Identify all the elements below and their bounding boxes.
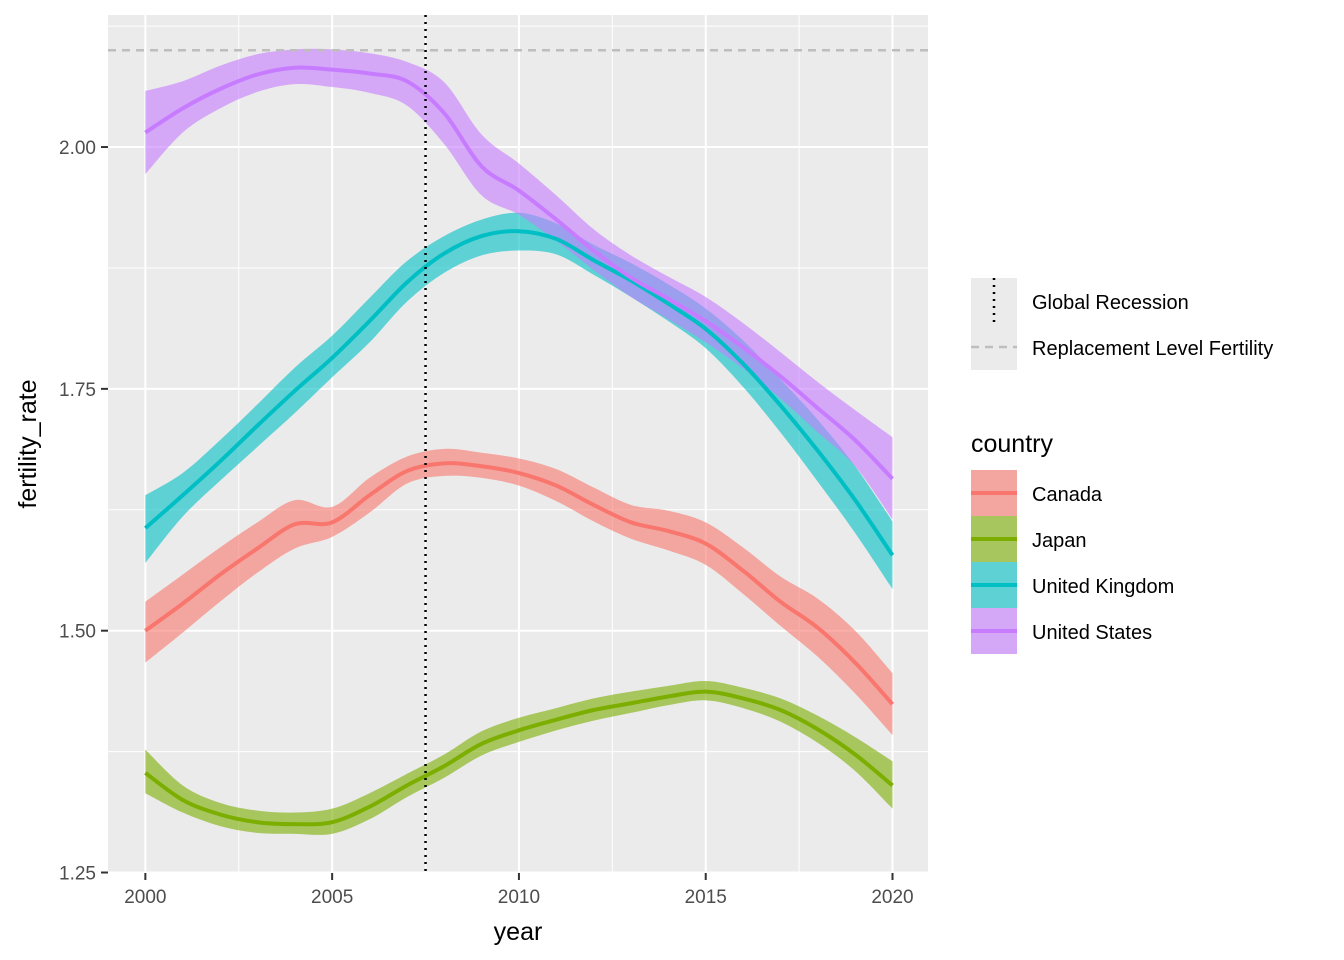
y-tick-label: 1.75 [59,380,96,401]
legend-title: country [971,430,1053,458]
x-tick-label: 2015 [685,887,727,908]
reference-lines [108,15,928,873]
x-axis: 2000 2005 2010 2015 2020 [124,873,914,908]
x-tick-label: 2000 [124,887,166,908]
legend-label-replacement: Replacement Level Fertility [1032,338,1273,360]
series-lines [144,65,895,827]
y-axis-title: fertility_rate [14,379,42,508]
band-united-states [145,48,893,520]
line-united-states [144,65,894,481]
line-canada [144,461,894,706]
x-tick-label: 2010 [498,887,540,908]
legend-label-united-states: United States [1032,622,1152,644]
line-united-kingdom [144,229,895,557]
x-axis-title: year [494,918,543,946]
y-tick-label: 1.25 [59,864,96,885]
reference-line-legend: Global Recession Replacement Level Ferti… [971,278,1273,370]
legend-label-canada: Canada [1032,484,1103,506]
line-japan [144,689,894,827]
y-tick-label: 2.00 [59,138,96,159]
x-tick-label: 2020 [871,887,913,908]
legend-label-japan: Japan [1032,530,1087,552]
y-axis: 1.25 1.50 1.75 2.00 [59,138,108,885]
band-japan [145,680,893,835]
legend-label-united-kingdom: United Kingdom [1032,576,1174,598]
legend-label-recession: Global Recession [1032,292,1189,314]
y-tick-label: 1.50 [59,622,96,643]
band-united-kingdom [145,212,893,590]
x-tick-label: 2005 [311,887,353,908]
country-legend: country Canada Japan United Kingdom United … [971,430,1174,654]
